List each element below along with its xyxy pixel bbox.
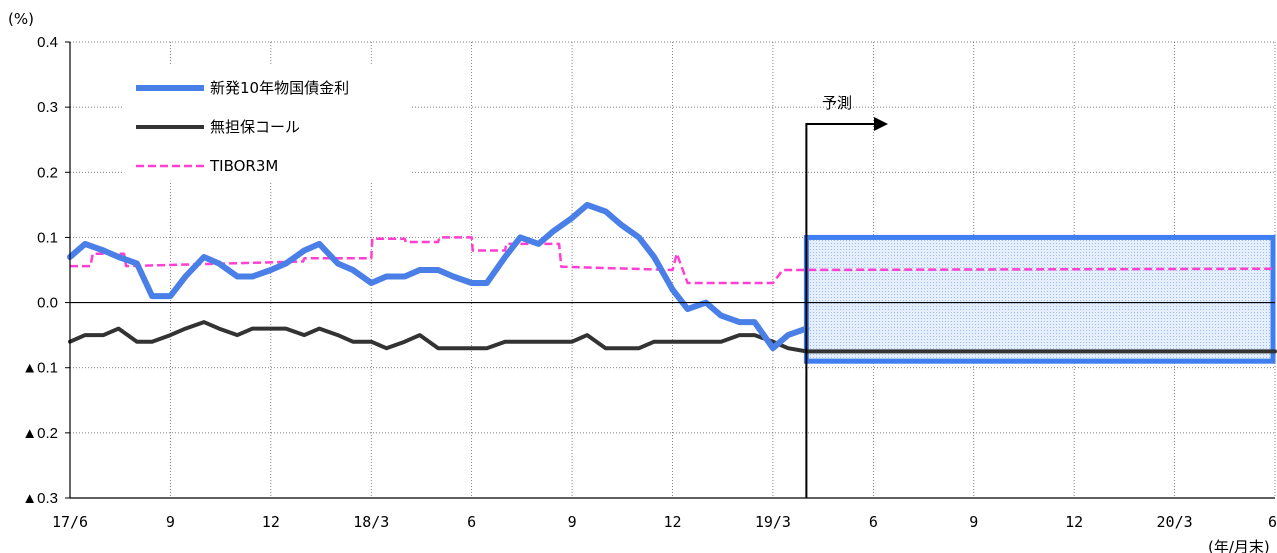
y-tick-label: ▲0.3 [22, 490, 58, 507]
x-tick-label: 19/3 [755, 513, 791, 531]
forecast-label: 予測 [822, 94, 852, 112]
legend-label-2: TIBOR3M [209, 157, 278, 175]
legend-box [122, 64, 412, 182]
legend-label-0: 新発10年物国債金利 [210, 79, 349, 97]
x-tick-label: 12 [1065, 513, 1083, 531]
x-tick-label: 6 [1268, 513, 1277, 531]
forecast-range-box [803, 234, 1276, 364]
y-tick-label: 0.4 [37, 34, 58, 51]
y-unit-label: (%) [8, 10, 34, 28]
x-tick-label: 9 [969, 513, 978, 531]
x-tick-label: 6 [467, 513, 476, 531]
y-tick-label: 0.1 [37, 229, 58, 246]
forecast-band [803, 234, 1276, 364]
y-tick-label: 0.0 [37, 295, 58, 312]
y-tick-label: ▲0.2 [22, 425, 58, 442]
forecast-arrow-line [805, 123, 880, 498]
x-tick-label: 9 [568, 513, 577, 531]
y-tick-label: 0.3 [37, 99, 58, 116]
forecast-marker: 予測 [805, 94, 888, 498]
x-tick-label: 12 [262, 513, 280, 531]
x-tick-label: 12 [663, 513, 681, 531]
series-line-0 [67, 201, 810, 352]
y-tick-label: 0.2 [37, 164, 58, 181]
series-line-2 [70, 236, 1276, 285]
x-tick-label: 9 [166, 513, 175, 531]
y-tick-labels: 0.4 0.3 0.2 0.1 0.0 ▲0.1 ▲0.2 ▲0.3 [22, 34, 58, 507]
x-tick-label: 17/6 [52, 513, 88, 531]
series-line-1 [68, 320, 1277, 354]
forecast-arrowhead [874, 117, 888, 131]
legend-label-1: 無担保コール [210, 118, 300, 136]
axes [65, 41, 1275, 499]
x-tick-label: 20/3 [1157, 513, 1193, 531]
x-unit-label: (年/月末) [1208, 538, 1270, 553]
x-tick-label: 18/3 [353, 513, 389, 531]
x-tick-label: 6 [869, 513, 878, 531]
x-tick-labels: 17/6 9 12 18/3 6 9 12 19/3 6 9 12 20/3 6 [52, 513, 1277, 531]
y-tick-label: ▲0.1 [22, 360, 58, 377]
